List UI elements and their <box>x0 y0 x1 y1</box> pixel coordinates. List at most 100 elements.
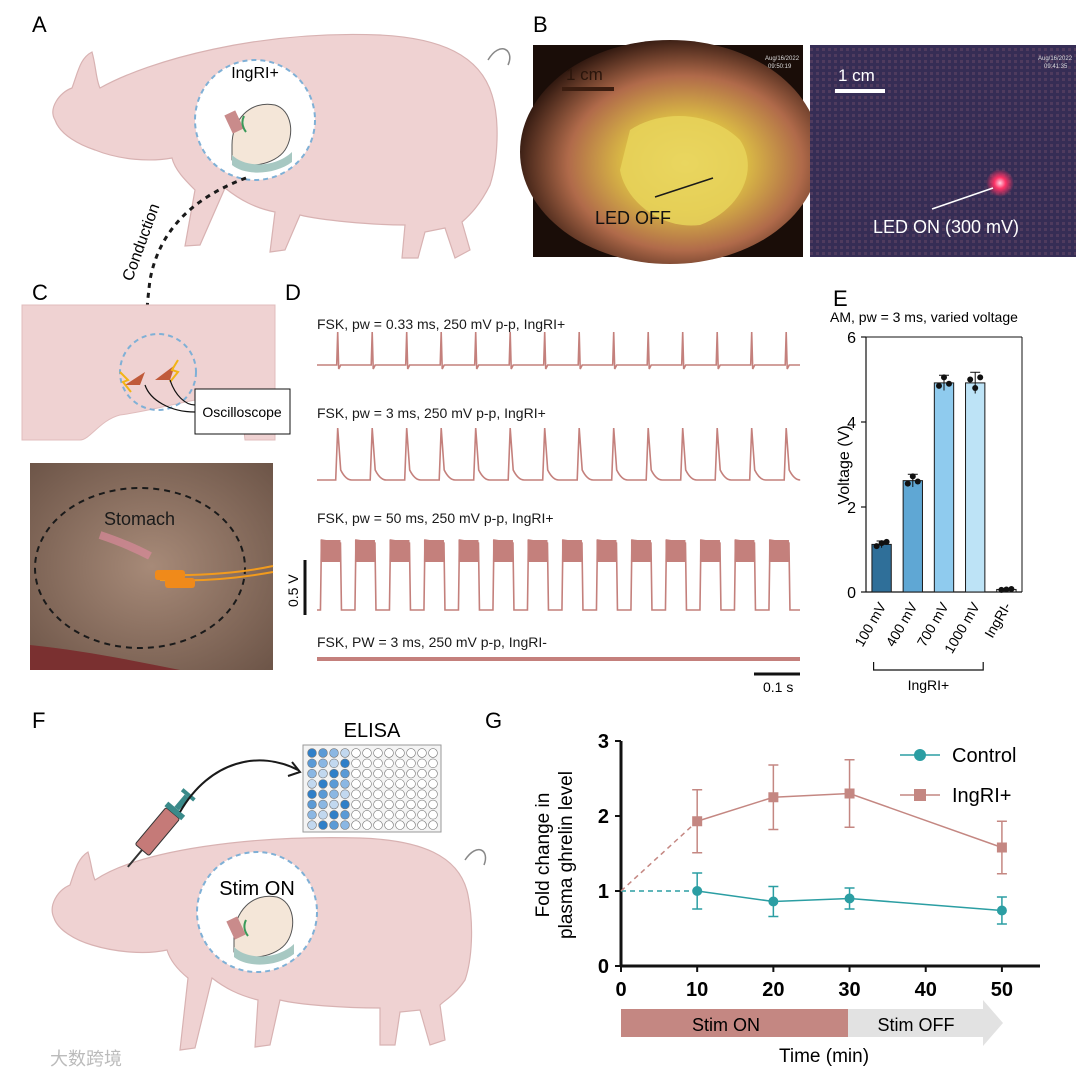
pulse-block-8 <box>561 540 582 562</box>
elisa-well <box>406 810 416 820</box>
elisa-well <box>417 748 427 758</box>
y-axis-label-e: Voltage (V) <box>836 425 853 504</box>
elisa-well <box>406 820 416 830</box>
panel-e-chart: AM, pw = 3 ms, varied voltage 0 2 4 6 Voltage… <box>830 309 1023 693</box>
elisa-well <box>428 789 438 799</box>
elisa-well <box>340 768 350 779</box>
data-point-e <box>941 374 947 381</box>
y-tick-label-g: 2 <box>598 806 609 828</box>
elisa-well <box>307 748 317 758</box>
data-point-e <box>883 538 890 545</box>
probe-wire-1 <box>144 384 196 413</box>
elisa-well <box>384 748 394 758</box>
elisa-well <box>373 799 383 810</box>
elisa-well <box>373 758 383 768</box>
spark-icon-2 <box>169 359 180 383</box>
pulse-block-9 <box>596 540 617 562</box>
elisa-well <box>351 758 361 768</box>
elisa-well <box>406 779 416 789</box>
elisa-well <box>351 779 361 789</box>
scale-text-b-left: 1 cm <box>566 65 603 84</box>
data-point-g <box>768 896 779 907</box>
elisa-well <box>340 779 350 789</box>
x-axis-label-g: Time (min) <box>779 1046 869 1067</box>
elisa-well <box>384 758 394 768</box>
syringe-icon <box>127 788 196 868</box>
pulse-block-12 <box>699 540 720 562</box>
elisa-well <box>428 810 438 820</box>
elisa-well <box>428 820 438 830</box>
elisa-well <box>384 799 394 810</box>
elisa-well <box>373 779 383 789</box>
series-line-1 <box>696 792 1003 849</box>
elisa-well <box>373 810 383 820</box>
oscilloscope-label: Oscilloscope <box>202 404 282 420</box>
trace-label-4: FSK, PW = 3 ms, 250 mV p-p, IngRI- <box>317 634 547 650</box>
pig-tail-a <box>487 48 511 66</box>
elisa-well <box>395 748 405 758</box>
elisa-well <box>373 768 383 779</box>
scale-text-b-right: 1 cm <box>838 66 875 85</box>
led-on-label: LED ON (300 mV) <box>873 217 1019 237</box>
elisa-well <box>329 810 339 820</box>
trace-1 <box>317 331 800 370</box>
connector-2 <box>165 578 195 588</box>
panel-label-b: B <box>533 12 548 37</box>
watermark: 大数跨境 <box>50 1049 122 1069</box>
elisa-well <box>340 799 350 810</box>
data-point-e <box>909 473 916 480</box>
stomach-label: Stomach <box>104 509 175 529</box>
elisa-well <box>329 748 339 758</box>
panel-label-c: C <box>32 280 48 305</box>
data-point-e <box>972 385 979 391</box>
trace-3 <box>317 539 800 611</box>
led-off-pointer <box>654 177 714 198</box>
led-off-label: LED OFF <box>595 208 671 228</box>
electrode-icon-1 <box>125 372 145 385</box>
time-scale-label: 0.1 s <box>763 679 793 695</box>
elisa-well <box>307 820 317 830</box>
connector-1 <box>155 570 185 580</box>
pulse-block-5 <box>458 540 479 562</box>
elisa-well <box>395 768 405 779</box>
elisa-well <box>428 748 438 758</box>
pulse-block-7 <box>527 540 548 562</box>
data-point-e <box>936 382 942 389</box>
panel-label-f: F <box>32 708 45 733</box>
elisa-label: ELISA <box>344 720 401 742</box>
baseline-link-1 <box>620 820 698 892</box>
elisa-well <box>428 799 438 810</box>
data-point-e <box>1003 586 1010 593</box>
pig-tail-f <box>464 848 487 866</box>
elisa-well <box>351 789 361 799</box>
elisa-well <box>362 748 372 758</box>
elisa-well <box>417 758 427 768</box>
y-tick-label-e: 0 <box>847 585 856 602</box>
pulse-block-13 <box>734 540 755 562</box>
stomach-fluid-a <box>232 152 292 173</box>
bar-1 <box>871 543 892 593</box>
elisa-well <box>362 820 372 830</box>
elisa-well <box>395 789 405 799</box>
timestamp-b-right-time: 09:41:35 <box>1044 64 1068 70</box>
x-tick-label-e: IngRI- <box>981 599 1014 640</box>
data-point-e <box>878 540 885 547</box>
stomach-photo <box>30 463 273 670</box>
elisa-well <box>340 748 350 758</box>
pulse-block-4 <box>423 540 444 562</box>
pulse-block-10 <box>630 540 651 562</box>
elisa-well <box>329 820 339 830</box>
panel-c: Oscilloscope Stomach <box>21 304 291 670</box>
elisa-well <box>340 820 350 830</box>
bar-4 <box>965 382 986 593</box>
elisa-well <box>318 789 328 799</box>
timestamp-b-left: Aug/16/2022 <box>765 56 800 62</box>
trace-label-3: FSK, pw = 50 ms, 250 mV p-p, IngRI+ <box>317 510 554 526</box>
group-label-e: IngRI+ <box>908 677 950 693</box>
oscilloscope-box <box>194 388 291 435</box>
probe-wire-2 <box>169 379 196 406</box>
timestamp-b-right: Aug/16/2022 <box>1038 56 1073 62</box>
y-tick-label-e: 6 <box>847 330 856 347</box>
data-point-e <box>967 376 974 383</box>
pulse-block-6 <box>492 540 513 562</box>
